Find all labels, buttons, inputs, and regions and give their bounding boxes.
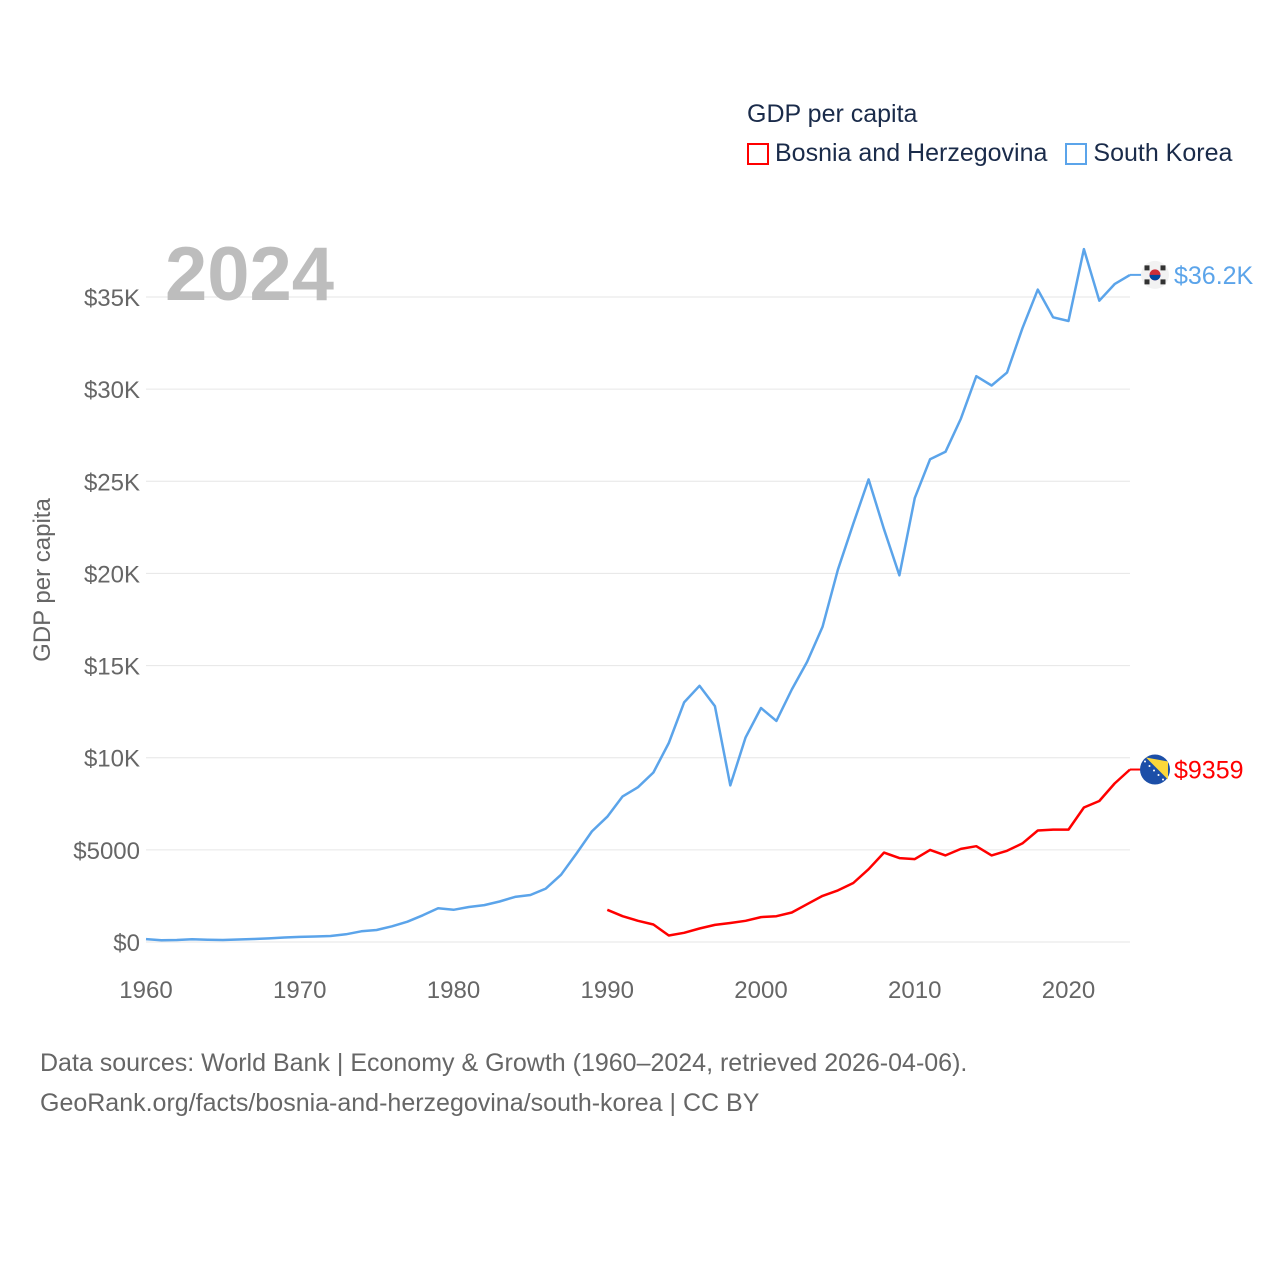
y-tick-label: $15K [84, 654, 140, 681]
x-tick-label: 2010 [888, 977, 941, 1004]
legend-swatch-south-korea [1065, 142, 1088, 165]
y-tick-label: $20K [84, 561, 140, 588]
legend-label-south-korea: South Korea [1093, 139, 1233, 167]
legend-title: GDP per capita [747, 100, 918, 128]
legend-label-bosnia: Bosnia and Herzegovina [775, 139, 1048, 167]
x-tick-label: 1980 [427, 977, 480, 1004]
south-korea-flag-icon [1141, 260, 1169, 289]
x-tick-label: 1970 [273, 977, 326, 1004]
legend: GDP per capita Bosnia and Herzegovina So… [747, 100, 1232, 168]
y-tick-label: $10K [84, 746, 140, 773]
y-tick-label: $30K [84, 377, 140, 404]
series-line-bosnia-and-herzegovina [606, 768, 1131, 937]
series-line-south-korea [145, 247, 1131, 942]
end-value-label-bosnia-and-herzegovina: $9359 [1174, 757, 1244, 785]
footer-sources: Data sources: World Bank | Economy & Gro… [40, 1049, 968, 1077]
footer: Data sources: World Bank | Economy & Gro… [40, 1043, 967, 1123]
x-tick-label: 1990 [581, 977, 634, 1004]
y-tick-label: $5000 [73, 838, 140, 865]
bosnia-flag-icon [1140, 754, 1170, 785]
x-tick-label: 1960 [119, 977, 172, 1004]
legend-item-bosnia[interactable]: Bosnia and Herzegovina [747, 139, 1047, 168]
end-value-label-south-korea: $36.2K [1174, 262, 1254, 290]
x-tick-label: 2000 [734, 977, 787, 1004]
legend-item-south-korea[interactable]: South Korea [1065, 139, 1232, 168]
y-tick-label: $0 [113, 930, 140, 957]
y-tick-label: $25K [84, 469, 140, 496]
y-tick-label: $35K [84, 285, 140, 312]
y-axis-label: GDP per capita [29, 498, 56, 662]
year-watermark: 2024 [165, 232, 334, 317]
footer-link[interactable]: GeoRank.org/facts/bosnia-and-herzegovina… [40, 1089, 760, 1117]
legend-swatch-bosnia [747, 142, 769, 165]
x-tick-label: 2020 [1042, 977, 1095, 1004]
